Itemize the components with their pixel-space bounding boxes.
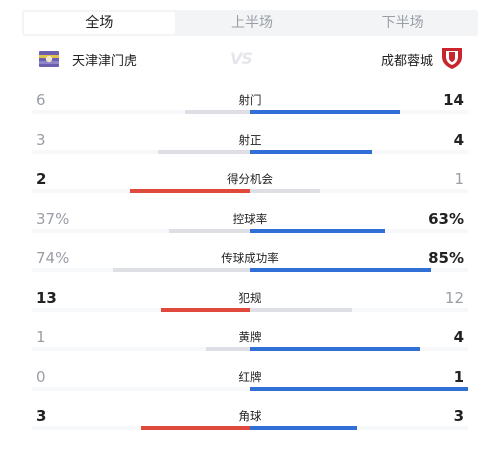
away-stat-bar bbox=[250, 229, 385, 233]
stat-row: 74% 传球成功率 85% bbox=[22, 249, 478, 291]
away-stat-value: 3 bbox=[453, 407, 464, 425]
tab-full-match[interactable]: 全场 bbox=[24, 12, 175, 34]
tab-first-half[interactable]: 上半场 bbox=[231, 15, 273, 31]
away-stat-value: 4 bbox=[453, 131, 464, 149]
stat-label: 得分机会 bbox=[227, 172, 273, 186]
stat-row: 0 红牌 1 bbox=[22, 368, 478, 410]
away-stat-value: 4 bbox=[453, 328, 464, 346]
home-stat-track bbox=[32, 110, 250, 114]
stat-row: 1 黄牌 4 bbox=[22, 328, 478, 370]
away-stat-bar bbox=[250, 347, 420, 351]
home-stat-track bbox=[32, 387, 250, 391]
home-stat-track bbox=[32, 426, 250, 430]
stat-label: 角球 bbox=[238, 409, 262, 423]
away-stat-value: 14 bbox=[443, 91, 464, 109]
stat-label: 犯规 bbox=[238, 291, 262, 305]
home-stat-bar bbox=[206, 347, 250, 351]
home-team-logo-icon bbox=[39, 51, 59, 67]
away-team-name: 成都蓉城 bbox=[380, 54, 433, 69]
home-team-name: 天津津门虎 bbox=[72, 54, 138, 69]
away-stat-value: 1 bbox=[454, 170, 464, 188]
stat-row: 3 角球 3 bbox=[22, 407, 478, 449]
home-stat-track bbox=[32, 150, 250, 154]
stat-row: 3 射正 4 bbox=[22, 131, 478, 173]
stat-label: 红牌 bbox=[238, 370, 262, 384]
away-stat-bar bbox=[250, 150, 372, 154]
away-stat-track bbox=[250, 347, 468, 351]
home-stat-track bbox=[32, 189, 250, 193]
stat-label: 传球成功率 bbox=[221, 251, 279, 265]
away-stat-bar bbox=[250, 110, 400, 114]
away-stat-bar bbox=[250, 308, 352, 312]
tab-second-half[interactable]: 下半场 bbox=[381, 15, 424, 31]
home-stat-bar bbox=[130, 189, 250, 193]
home-stat-value: 74% bbox=[36, 249, 70, 267]
stat-label: 黄牌 bbox=[238, 330, 262, 344]
away-stat-track bbox=[250, 189, 468, 193]
away-stat-track bbox=[250, 426, 468, 430]
away-stat-track bbox=[250, 268, 468, 272]
home-stat-value: 1 bbox=[36, 328, 46, 346]
away-stat-value: 85% bbox=[428, 249, 464, 267]
away-stat-value: 12 bbox=[444, 289, 464, 307]
home-stat-bar bbox=[185, 110, 250, 114]
away-stat-bar bbox=[250, 268, 431, 272]
away-team-shield-icon bbox=[442, 48, 462, 69]
teams-header: 天津津门虎 VS 成都蓉城 bbox=[22, 44, 478, 74]
home-stat-bar bbox=[161, 308, 250, 312]
period-tabs: 全场 上半场 下半场 bbox=[22, 10, 478, 36]
home-stat-track bbox=[32, 347, 250, 351]
stat-row: 13 犯规 12 bbox=[22, 289, 478, 331]
stat-row: 6 射门 14 bbox=[22, 91, 478, 133]
home-stat-value: 37% bbox=[36, 210, 70, 228]
away-stat-track bbox=[250, 110, 468, 114]
stat-label: 射门 bbox=[238, 93, 262, 107]
home-stat-track bbox=[32, 308, 250, 312]
stat-label: 控球率 bbox=[232, 212, 268, 226]
away-stat-track bbox=[250, 308, 468, 312]
away-stat-value: 63% bbox=[428, 210, 464, 228]
home-stat-value: 3 bbox=[36, 407, 47, 425]
stat-label: 射正 bbox=[238, 133, 262, 147]
home-stat-value: 3 bbox=[36, 131, 46, 149]
away-stat-bar bbox=[250, 387, 468, 391]
away-stat-bar bbox=[250, 426, 357, 430]
stat-row: 37% 控球率 63% bbox=[22, 210, 478, 252]
home-stat-bar bbox=[113, 268, 250, 272]
stat-row: 2 得分机会 1 bbox=[22, 170, 478, 212]
away-stat-bar bbox=[250, 189, 320, 193]
vs-mark: VS bbox=[230, 49, 253, 68]
home-stat-value: 6 bbox=[36, 91, 46, 109]
away-stat-track bbox=[250, 150, 468, 154]
away-stat-value: 1 bbox=[453, 368, 464, 386]
away-stat-track bbox=[250, 229, 468, 233]
home-stat-bar bbox=[158, 150, 250, 154]
home-stat-track bbox=[32, 268, 250, 272]
home-stat-bar bbox=[169, 229, 250, 233]
away-stat-track bbox=[250, 387, 468, 391]
home-stat-value: 2 bbox=[36, 170, 47, 188]
home-stat-value: 13 bbox=[36, 289, 57, 307]
home-stat-bar bbox=[141, 426, 250, 430]
home-stat-track bbox=[32, 229, 250, 233]
home-stat-value: 0 bbox=[36, 368, 46, 386]
